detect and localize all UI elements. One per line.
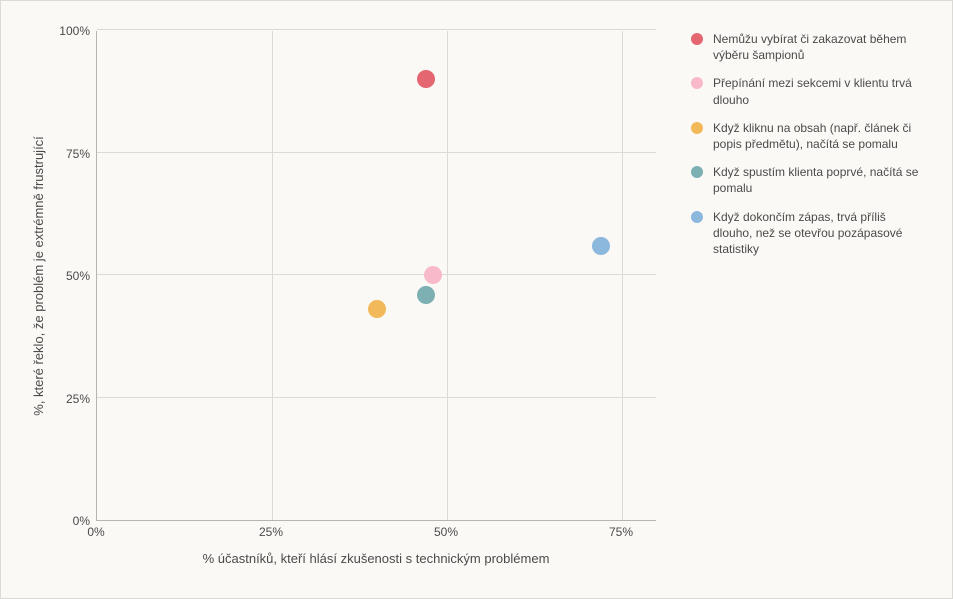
legend: Nemůžu vybírat či zakazovat během výběru… (691, 31, 931, 269)
gridline-horizontal (97, 152, 656, 153)
y-tick-label: 100% (1, 24, 90, 38)
legend-dot-icon (691, 77, 703, 89)
data-point-content-load-slow (368, 300, 386, 318)
legend-item-postgame-slow: Když dokončím zápas, trvá příliš dlouho,… (691, 209, 931, 258)
data-point-first-launch-slow (417, 286, 435, 304)
legend-dot-icon (691, 211, 703, 223)
legend-item-first-launch-slow: Když spustím klienta poprvé, načítá se p… (691, 164, 931, 196)
y-axis-label: %, které řeklo, že problém je extrémně f… (31, 136, 46, 416)
legend-label: Nemůžu vybírat či zakazovat během výběru… (713, 31, 923, 63)
gridline-horizontal (97, 29, 656, 30)
scatter-chart: 0%25%50%75%100% 0%25%50%75% %, které řek… (0, 0, 953, 599)
gridline-horizontal (97, 274, 656, 275)
legend-label: Když kliknu na obsah (např. článek či po… (713, 120, 923, 152)
data-point-cant-pick-ban (417, 70, 435, 88)
gridline-vertical (447, 31, 448, 520)
legend-item-content-load-slow: Když kliknu na obsah (např. článek či po… (691, 120, 931, 152)
legend-label: Přepínání mezi sekcemi v klientu trvá dl… (713, 75, 923, 107)
legend-item-cant-pick-ban: Nemůžu vybírat či zakazovat během výběru… (691, 31, 931, 63)
x-axis-label: % účastníků, kteří hlásí zkušenosti s te… (203, 551, 550, 566)
x-tick-label: 0% (87, 525, 104, 539)
x-tick-label: 50% (434, 525, 458, 539)
legend-label: Když spustím klienta poprvé, načítá se p… (713, 164, 923, 196)
x-tick-label: 75% (609, 525, 633, 539)
legend-dot-icon (691, 166, 703, 178)
data-point-postgame-slow (592, 237, 610, 255)
x-tick-label: 25% (259, 525, 283, 539)
gridline-vertical (272, 31, 273, 520)
gridline-vertical (622, 31, 623, 520)
legend-dot-icon (691, 33, 703, 45)
legend-item-section-switch-slow: Přepínání mezi sekcemi v klientu trvá dl… (691, 75, 931, 107)
legend-dot-icon (691, 122, 703, 134)
gridline-horizontal (97, 397, 656, 398)
data-point-section-switch-slow (424, 266, 442, 284)
plot-area (96, 31, 656, 521)
y-tick-label: 0% (1, 514, 90, 528)
legend-label: Když dokončím zápas, trvá příliš dlouho,… (713, 209, 923, 258)
